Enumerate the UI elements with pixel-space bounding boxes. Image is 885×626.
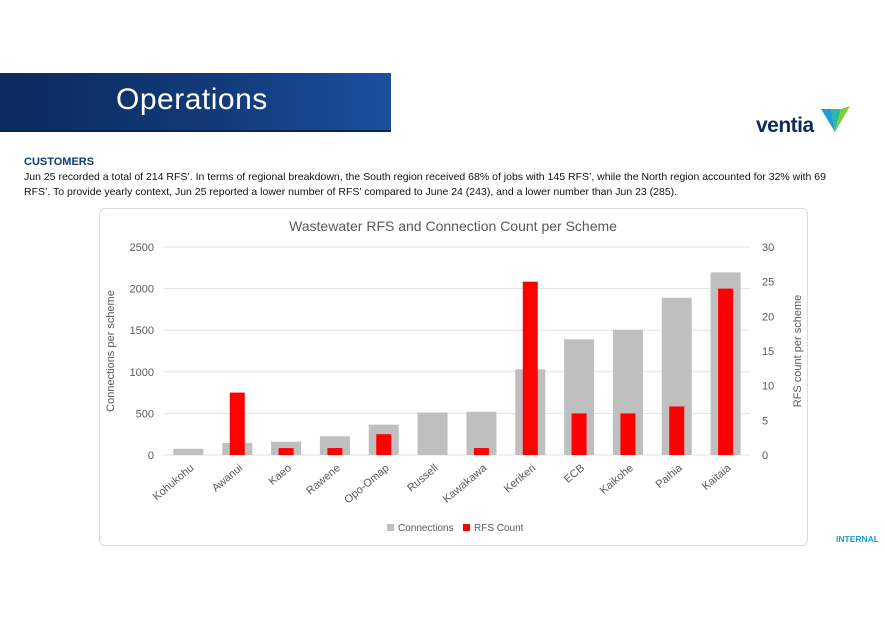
y-tick-label: 500 xyxy=(136,408,154,420)
legend-swatch-rfs-count xyxy=(463,524,470,531)
x-tick-label: Kaeo xyxy=(267,462,294,488)
x-tick-label: Kohukohu xyxy=(151,462,197,503)
x-tick-label: ECB xyxy=(562,462,587,486)
y2-tick-label: 15 xyxy=(762,346,774,358)
legend-label-connections: Connections xyxy=(398,523,454,534)
section-label: CUSTOMERS xyxy=(24,156,95,168)
rfs-count-bar xyxy=(620,413,636,455)
x-tick-label: Russell xyxy=(405,462,440,494)
y2-tick-label: 25 xyxy=(762,277,774,289)
connections-bar xyxy=(466,411,497,455)
chart-card: Wastewater RFS and Connection Count per … xyxy=(99,208,808,546)
logo-wordmark: ventia xyxy=(756,114,814,137)
rfs-count-bar xyxy=(376,434,392,455)
x-tick-label: Rawene xyxy=(304,462,343,497)
rfs-count-bar xyxy=(278,448,294,455)
x-tick-label: Kerikeri xyxy=(502,462,538,495)
connections-bar xyxy=(417,412,448,455)
rfs-connection-chart: Wastewater RFS and Connection Count per … xyxy=(105,218,804,534)
rfs-count-bar xyxy=(327,448,343,455)
y-tick-label: 1500 xyxy=(130,325,154,337)
page-title: Operations xyxy=(116,83,268,116)
y-tick-label: 2500 xyxy=(130,242,154,254)
title-banner: Operations xyxy=(0,73,391,132)
y2-axis-label: RFS count per scheme xyxy=(792,295,804,408)
y2-tick-label: 0 xyxy=(762,450,768,462)
y2-tick-label: 5 xyxy=(762,415,768,427)
rfs-count-bar xyxy=(473,448,489,455)
logo-leaf-icon xyxy=(821,106,850,132)
ventia-logo: ventia xyxy=(756,106,856,140)
y-tick-label: 2000 xyxy=(130,284,154,296)
classification-label: INTERNAL xyxy=(836,534,879,544)
x-tick-label: Kaikohe xyxy=(598,462,636,497)
y2-tick-label: 30 xyxy=(762,242,774,254)
y-axis-label: Connections per scheme xyxy=(105,290,117,412)
y2-tick-label: 10 xyxy=(762,381,774,393)
legend-swatch-connections xyxy=(387,524,394,531)
x-tick-label: Awanui xyxy=(210,462,245,494)
x-tick-label: Opo-Omap xyxy=(342,462,391,506)
x-tick-label: Paihia xyxy=(654,462,686,491)
rfs-count-bar xyxy=(522,281,538,455)
y2-tick-label: 20 xyxy=(762,311,774,323)
rfs-count-bar xyxy=(669,406,685,455)
chart-title: Wastewater RFS and Connection Count per … xyxy=(289,218,617,234)
x-tick-label: Kawakawa xyxy=(441,462,490,506)
rfs-count-bar xyxy=(718,288,734,455)
summary-paragraph: Jun 25 recorded a total of 214 RFS’. In … xyxy=(24,171,826,198)
legend-label-rfs-count: RFS Count xyxy=(474,523,524,534)
x-tick-label: Kaitaia xyxy=(700,462,734,493)
rfs-count-bar xyxy=(229,392,245,455)
connections-bar xyxy=(173,448,204,455)
y-tick-label: 1000 xyxy=(130,367,154,379)
rfs-count-bar xyxy=(571,413,587,455)
y-tick-label: 0 xyxy=(148,450,154,462)
